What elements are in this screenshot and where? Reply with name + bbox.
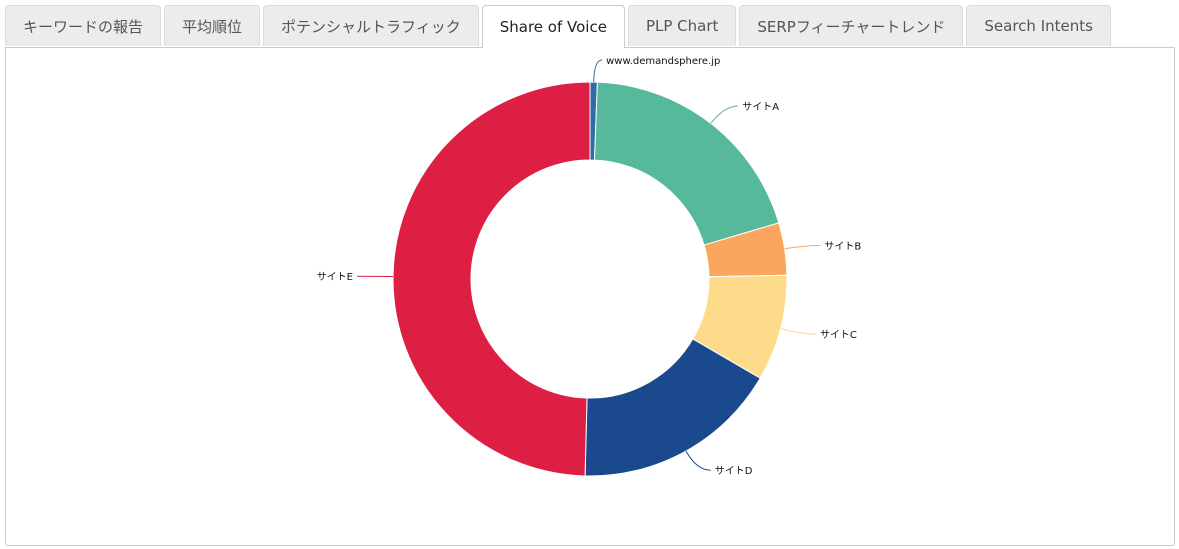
connector-site-c xyxy=(780,328,816,335)
label-site-b: サイトB xyxy=(824,240,861,252)
connector-site-b xyxy=(784,244,821,250)
tab-potential-traffic[interactable]: ポテンシャルトラフィック xyxy=(263,5,479,46)
slice-site-e[interactable] xyxy=(392,81,591,477)
label-site-a: サイトA xyxy=(742,101,779,113)
tab-keyword-report[interactable]: キーワードの報告 xyxy=(5,5,162,46)
connector-site-d xyxy=(685,450,711,471)
label-site-d: サイトD xyxy=(715,465,753,477)
label-demandsphere: www.demandsphere.jp xyxy=(606,56,720,67)
connector-demandsphere xyxy=(593,59,603,83)
tab-share-of-voice[interactable]: Share of Voice xyxy=(481,5,625,48)
connector-site-a xyxy=(710,105,739,124)
tab-serp-feature-trend[interactable]: SERPフィーチャートレンド xyxy=(739,5,964,46)
tab-bar: キーワードの報告 平均順位 ポテンシャルトラフィック Share of Voic… xyxy=(5,5,1111,48)
label-site-c: サイトC xyxy=(820,329,857,341)
tab-search-intents[interactable]: Search Intents xyxy=(966,5,1111,46)
tab-plp-chart[interactable]: PLP Chart xyxy=(627,5,737,46)
label-site-e: サイトE xyxy=(317,271,353,283)
tab-average-rank[interactable]: 平均順位 xyxy=(164,5,261,46)
